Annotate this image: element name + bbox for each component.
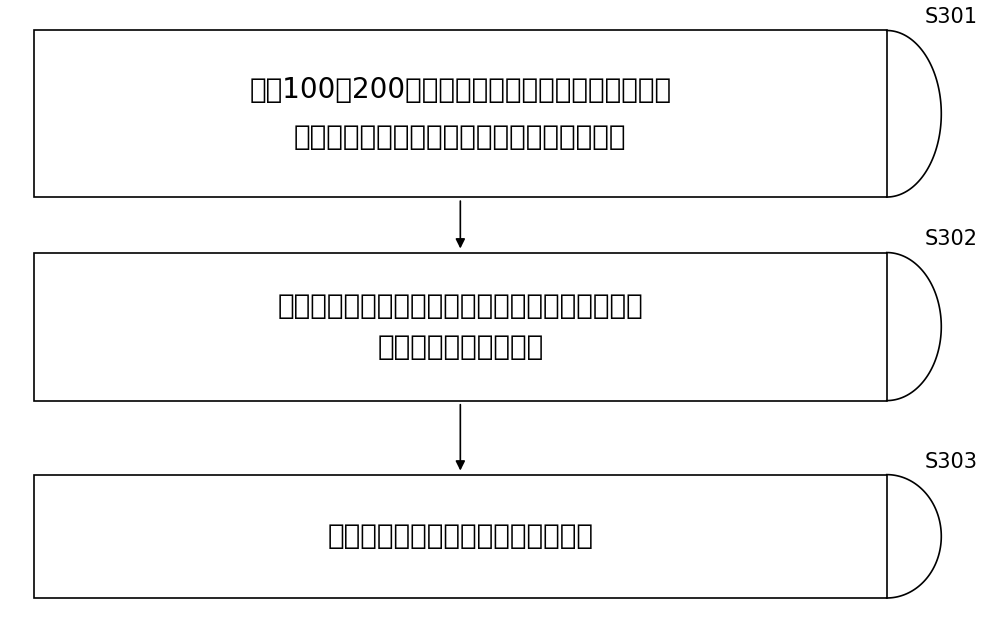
Text: 机相减压浓缩除去溶剂: 机相减压浓缩除去溶剂 — [377, 334, 543, 361]
Text: S303: S303 — [925, 451, 978, 472]
Text: S302: S302 — [925, 230, 978, 249]
Bar — [34, 253, 887, 401]
Text: S301: S301 — [925, 8, 978, 27]
Bar — [34, 30, 887, 197]
Text: 用石油醚与乙酸乙酯的混合溶剂进行洗脱，并将有: 用石油醚与乙酸乙酯的混合溶剂进行洗脱，并将有 — [277, 292, 643, 320]
Text: 真空干燥得到纯净的氨基醇类化合物: 真空干燥得到纯净的氨基醇类化合物 — [327, 522, 593, 550]
Bar — [34, 475, 887, 598]
Text: 分离物用二氯甲烷溶解装于硅胶柱子的上端部: 分离物用二氯甲烷溶解装于硅胶柱子的上端部 — [294, 123, 627, 151]
Text: 使用100～200目的硅胶和石油醚装柱，上柱，并将: 使用100～200目的硅胶和石油醚装柱，上柱，并将 — [249, 77, 671, 104]
